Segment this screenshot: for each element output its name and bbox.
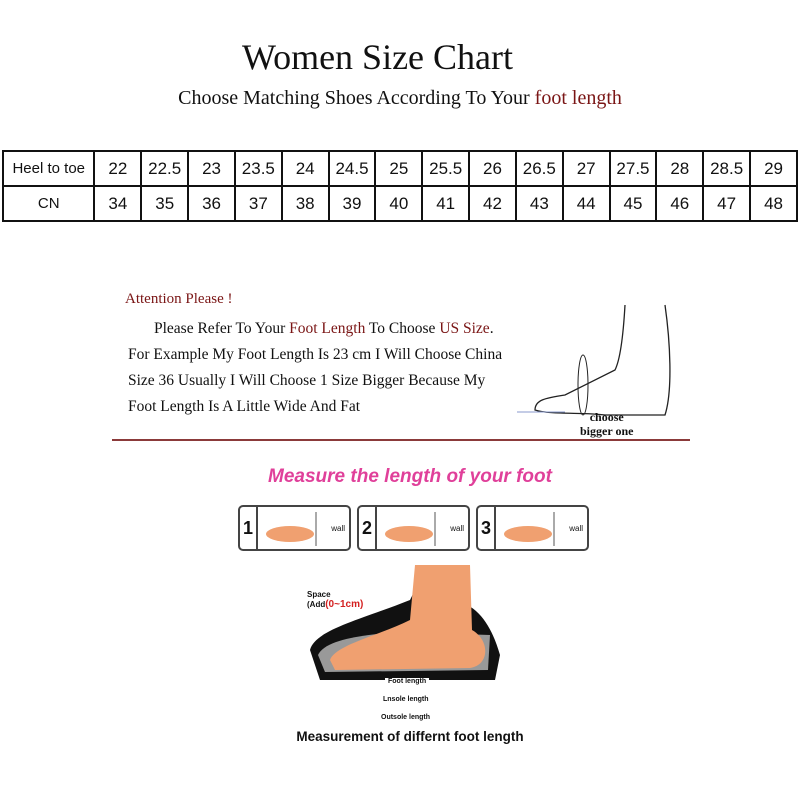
wall-label: wall (569, 523, 583, 533)
size-cell: 44 (561, 185, 611, 222)
t: To Choose (365, 320, 440, 337)
insole-length-label: Lnsole length (380, 696, 432, 703)
foot-caption: choose bigger one (580, 410, 633, 438)
size-cell: 23 (187, 150, 236, 187)
size-cell: 26 (468, 150, 517, 187)
size-table: Heel to toe 22 22.5 23 23.5 24 24.5 25 25.5 26 26.… (1, 150, 798, 222)
attention-line-3: Size 36 Usually I Will Choose 1 Size Big… (128, 372, 486, 389)
size-cell: 40 (374, 185, 424, 222)
foot-measure-icon (504, 512, 555, 546)
t: . (489, 320, 494, 337)
caption-line: bigger one (580, 424, 634, 438)
size-cell: 24 (280, 150, 330, 187)
size-cell: 26.5 (514, 150, 564, 187)
wall-label: wall (331, 523, 345, 533)
row-label: Heel to toe (1, 150, 96, 187)
attention-line-1: Please Refer To Your Foot Length To Choo… (128, 316, 502, 342)
us-size-highlight: US Size (439, 320, 490, 337)
measure-step-2: 2 wall (357, 505, 470, 551)
caption-line: choose (589, 410, 624, 424)
t: Please Refer To Your (154, 320, 290, 337)
size-cell: 22 (93, 150, 143, 187)
attention-text: Please Refer To Your Foot Length To Choo… (128, 316, 502, 420)
size-cell: 22.5 (140, 150, 190, 187)
size-cell: 28.5 (702, 150, 752, 187)
page-title: Women Size Chart (241, 37, 514, 77)
foot-length-highlight: Foot Length (289, 320, 366, 337)
step-number: 3 (478, 507, 496, 549)
foot-measure-icon (266, 512, 317, 546)
measure-step-3: 3 wall (476, 505, 589, 551)
measure-title: Measure the length of your foot (268, 466, 552, 487)
size-cell: 47 (702, 185, 752, 222)
attention-line-4: Foot Length Is A Little Wide And Fat (128, 398, 361, 415)
size-cell: 29 (749, 150, 798, 187)
foot-in-shoe-illustration (310, 565, 500, 680)
row-label: CN (1, 185, 96, 222)
space-range: (0~1cm) (325, 599, 364, 610)
size-cell: 35 (140, 185, 190, 222)
subtitle-highlight: foot length (534, 87, 622, 109)
measure-step-1: 1 wall (238, 505, 351, 551)
size-cell: 46 (655, 185, 705, 222)
size-cell: 42 (468, 185, 517, 222)
size-cell: 27.5 (608, 150, 658, 187)
step-number: 2 (359, 507, 377, 549)
step-number: 1 (240, 507, 258, 549)
size-cell: 39 (327, 185, 377, 222)
divider (112, 439, 690, 441)
subtitle: Choose Matching Shoes According To Your … (0, 87, 800, 110)
size-cell: 37 (233, 185, 283, 222)
size-cell: 36 (187, 185, 236, 222)
size-cell: 34 (93, 185, 143, 222)
size-cell: 41 (421, 185, 471, 222)
size-cell: 38 (280, 185, 330, 222)
foot-length-label: Foot length (385, 678, 430, 685)
table-row: CN 34 35 36 37 38 39 40 41 42 43 44 45 46 47 48 (1, 185, 798, 222)
measure-steps: 1 wall 2 wall 3 wall (238, 505, 589, 551)
size-cell: 25.5 (421, 150, 471, 187)
size-cell: 23.5 (233, 150, 283, 187)
size-cell: 27 (561, 150, 611, 187)
size-cell: 45 (608, 185, 658, 222)
measure-caption: Measurement of differnt foot length (296, 729, 524, 744)
t: (Add (307, 600, 326, 609)
size-cell: 24.5 (327, 150, 377, 187)
attention-line-2: For Example My Foot Length Is 23 cm I Wi… (128, 346, 503, 363)
foot-sketch-illustration (517, 304, 671, 416)
subtitle-text: Choose Matching Shoes According To Your (178, 87, 535, 109)
size-cell: 28 (655, 150, 705, 187)
size-cell: 25 (374, 150, 424, 187)
space-label: Space (Add(0~1cm) (307, 590, 363, 610)
t: Space (307, 590, 331, 599)
table-row: Heel to toe 22 22.5 23 23.5 24 24.5 25 25.5 26 26.… (1, 150, 798, 187)
size-cell: 43 (514, 185, 564, 222)
outsole-length-label: Outsole length (378, 714, 433, 721)
wall-label: wall (450, 523, 464, 533)
size-cell: 48 (749, 185, 798, 222)
foot-measure-icon (385, 512, 436, 546)
attention-heading: Attention Please ! (125, 291, 233, 307)
